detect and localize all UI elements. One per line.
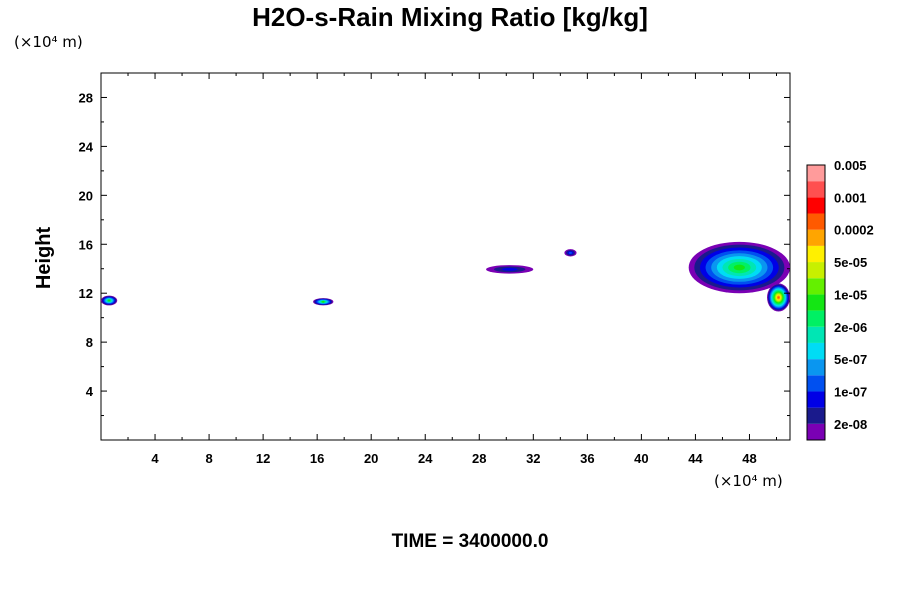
colorbar-swatch xyxy=(807,407,825,424)
colorbar-swatch xyxy=(807,423,825,440)
x-tick-label: 8 xyxy=(205,451,212,466)
x-tick-label: 48 xyxy=(742,451,756,466)
colorbar: 2e-08 1e-07 5e-07 2e-06 1e-05 5e-05 0.0002 0.00… xyxy=(806,158,874,441)
y-tick-label: 4 xyxy=(86,384,94,399)
y-tick-label: 12 xyxy=(79,286,93,301)
x-tick-label: 12 xyxy=(256,451,270,466)
x-tick-label: 32 xyxy=(526,451,540,466)
colorbar-swatch xyxy=(807,310,825,327)
x-axis: 4 8 12 16 20 24 28 32 36 40 44 48 xyxy=(127,73,777,466)
x-tick-label: 16 xyxy=(310,451,324,466)
x-tick-label: 36 xyxy=(580,451,594,466)
y-tick-label: 24 xyxy=(79,139,94,154)
colorbar-swatch xyxy=(807,326,825,343)
rain-region xyxy=(501,267,518,271)
colorbar-swatch xyxy=(807,342,825,360)
time-label: TIME = 3400000.0 xyxy=(391,531,549,552)
x-unit-label: (×10⁴ m) xyxy=(714,472,783,490)
colorbar-frame xyxy=(806,164,826,441)
y-tick-label: 8 xyxy=(86,335,93,350)
x-tick-label: 4 xyxy=(151,451,159,466)
colorbar-label: 2e-08 xyxy=(834,417,867,432)
y-tick-label: 20 xyxy=(79,188,93,203)
x-tick-label: 20 xyxy=(364,451,378,466)
x-tick-label: 40 xyxy=(634,451,648,466)
plot-frame xyxy=(100,72,791,441)
colorbar-label: 0.005 xyxy=(834,158,867,173)
colorbar-label: 5e-07 xyxy=(834,352,867,367)
chart-title: H2O-s-Rain Mixing Ratio [kg/kg] xyxy=(252,2,648,32)
colorbar-swatch xyxy=(807,391,825,408)
colorbar-label: 1e-05 xyxy=(834,287,867,302)
y-tick-label: 16 xyxy=(79,237,93,252)
colorbar-label: 0.001 xyxy=(834,190,867,205)
colorbar-swatch xyxy=(807,197,825,214)
rain-region xyxy=(777,296,780,299)
rain-region xyxy=(568,251,572,254)
y-unit-label: (×10⁴ m) xyxy=(14,33,83,51)
colorbar-swatch xyxy=(807,229,825,246)
y-axis-label: Height xyxy=(33,227,55,290)
colorbar-swatch xyxy=(807,278,825,295)
x-tick-label: 24 xyxy=(418,451,433,466)
colorbar-swatch xyxy=(807,245,825,263)
colorbar-label: 0.0002 xyxy=(834,223,874,238)
colorbar-swatch xyxy=(807,359,825,376)
x-tick-label: 44 xyxy=(688,451,703,466)
colorbar-swatch xyxy=(807,375,825,392)
colorbar-swatch xyxy=(807,165,825,182)
rain-region xyxy=(322,300,325,303)
colorbar-swatch xyxy=(807,213,825,230)
colorbar-label: 5e-05 xyxy=(834,255,867,270)
rain-region xyxy=(733,264,745,271)
colorbar-swatch xyxy=(807,294,825,311)
y-tick-label: 28 xyxy=(79,90,93,105)
rain-region xyxy=(108,299,111,302)
x-tick-label: 28 xyxy=(472,451,486,466)
y-axis: 4 8 12 16 20 24 28 xyxy=(79,90,790,417)
colorbar-label: 1e-07 xyxy=(834,384,867,399)
colorbar-swatch xyxy=(807,181,825,198)
colorbar-label: 2e-06 xyxy=(834,320,867,335)
data-layer xyxy=(101,241,790,312)
colorbar-swatch xyxy=(807,262,825,279)
